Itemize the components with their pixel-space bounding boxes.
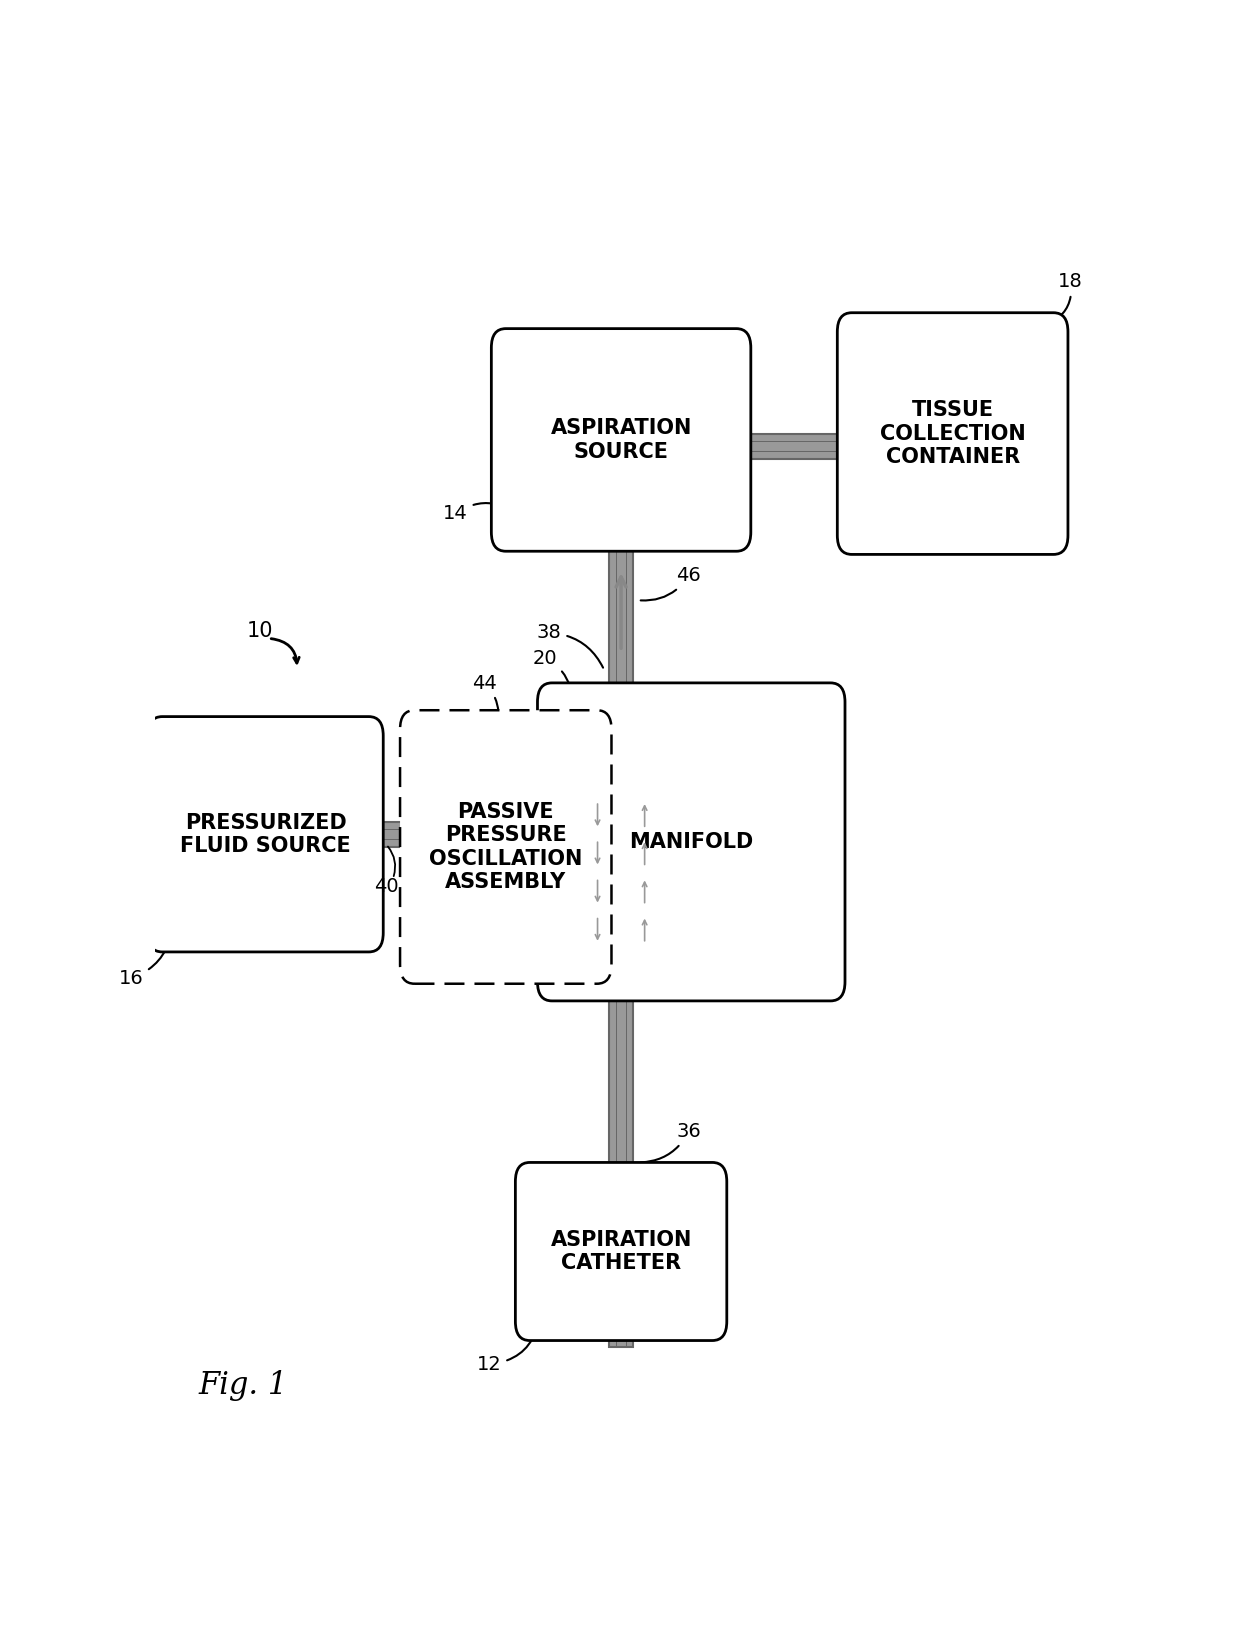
Text: 46: 46 (641, 567, 701, 600)
Text: PRESSURIZED
FLUID SOURCE: PRESSURIZED FLUID SOURCE (180, 813, 351, 856)
Bar (609, 532, 634, 702)
Text: 38: 38 (537, 623, 603, 667)
Bar (609, 1181, 634, 1346)
Text: 14: 14 (444, 504, 513, 524)
Text: ASPIRATION
SOURCE: ASPIRATION SOURCE (551, 418, 692, 461)
Bar (562, 821, 588, 847)
Bar (609, 981, 634, 1181)
Text: 16: 16 (119, 923, 172, 988)
FancyBboxPatch shape (537, 682, 844, 1001)
FancyBboxPatch shape (516, 1163, 727, 1340)
Bar (737, 433, 852, 459)
Text: 20: 20 (533, 649, 572, 705)
Text: ASPIRATION
CATHETER: ASPIRATION CATHETER (551, 1229, 692, 1274)
Text: TISSUE
COLLECTION
CONTAINER: TISSUE COLLECTION CONTAINER (879, 400, 1025, 468)
Text: 48: 48 (650, 852, 711, 877)
Text: 44: 44 (472, 674, 498, 727)
Text: 10: 10 (247, 621, 273, 641)
FancyBboxPatch shape (837, 312, 1068, 555)
Text: 18: 18 (1047, 273, 1083, 324)
Text: 12: 12 (477, 1318, 539, 1374)
FancyBboxPatch shape (148, 717, 383, 952)
Text: 36: 36 (641, 1122, 701, 1163)
Text: PASSIVE
PRESSURE
OSCILLATION
ASSEMBLY: PASSIVE PRESSURE OSCILLATION ASSEMBLY (429, 803, 583, 892)
FancyBboxPatch shape (491, 329, 751, 552)
Text: Fig. 1: Fig. 1 (198, 1370, 288, 1401)
Text: MANIFOLD: MANIFOLD (629, 833, 754, 852)
Text: 40: 40 (373, 877, 398, 895)
Bar (368, 821, 424, 847)
FancyBboxPatch shape (401, 710, 611, 983)
